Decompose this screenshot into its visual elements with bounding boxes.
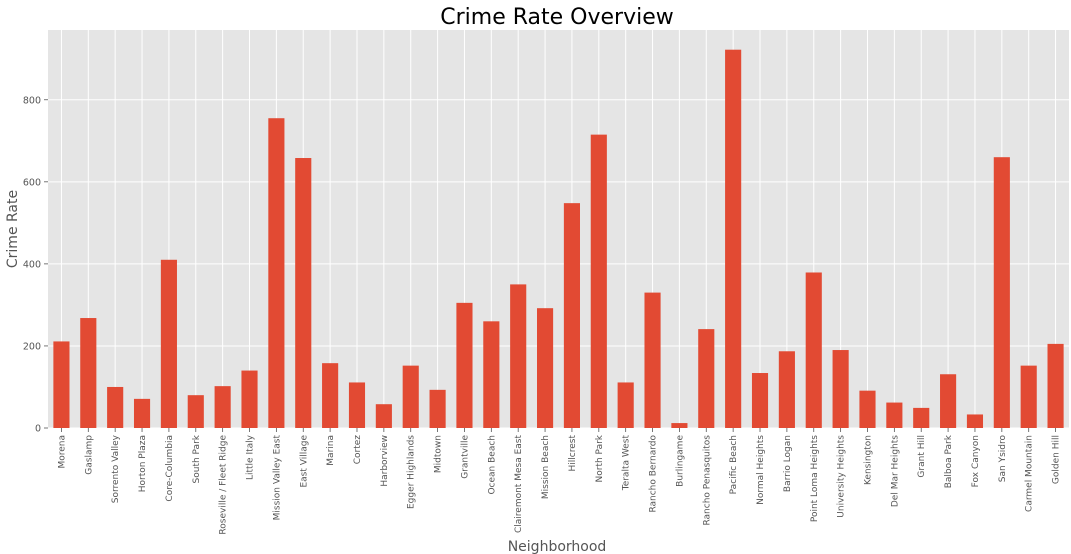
- x-tick-label: Cortez: [353, 435, 363, 465]
- x-tick-label: Barrio Logan: [783, 435, 793, 492]
- bar: [590, 134, 607, 429]
- x-tick-label: Balboa Park: [944, 434, 954, 488]
- bar: [671, 423, 688, 428]
- y-tick-label: 200: [23, 341, 41, 352]
- bar: [778, 351, 795, 428]
- x-tick-label: Pacific Beach: [729, 435, 739, 494]
- y-tick-label: 600: [23, 177, 41, 188]
- bar: [805, 272, 822, 428]
- x-tick-label: South Park: [192, 434, 202, 483]
- x-tick-label: Mission Beach: [541, 435, 551, 499]
- x-tick-label: East Village: [299, 435, 309, 488]
- x-tick-label: Sorrento Valley: [111, 434, 121, 503]
- bar: [940, 374, 957, 428]
- x-tick-label: Core-Columbia: [165, 435, 175, 502]
- x-tick-label: Marina: [326, 435, 336, 466]
- x-tick-label: Del Mar Heights: [890, 435, 900, 507]
- x-tick-label: Harborview: [380, 435, 390, 487]
- bar: [375, 404, 392, 428]
- x-tick-label: Grant Hill: [917, 435, 927, 478]
- bar: [832, 350, 849, 428]
- x-tick-label: North Park: [595, 434, 605, 482]
- y-ticks: 0 200 400 600 800: [23, 95, 48, 435]
- x-tick-label: Rancho Penasquitos: [702, 435, 712, 526]
- bar: [214, 386, 231, 428]
- x-tick-label: Teralta West: [622, 435, 632, 492]
- bar: [483, 321, 500, 428]
- bar: [268, 118, 285, 428]
- bar: [80, 318, 97, 428]
- x-tick-label: Morena: [57, 435, 67, 469]
- x-tick-label: Midtown: [434, 435, 444, 473]
- y-tick-label: 800: [23, 95, 41, 106]
- bar: [725, 49, 742, 428]
- plot-area: [48, 30, 1069, 428]
- bar: [53, 341, 70, 428]
- bar: [751, 373, 769, 428]
- x-tick-label: Roseville / Fleet Ridge: [219, 435, 229, 535]
- x-axis-label: Neighborhood: [508, 539, 607, 554]
- bar: [859, 390, 876, 428]
- bar: [886, 402, 903, 428]
- bar: [187, 395, 204, 428]
- bars: [53, 49, 1064, 429]
- bar: [913, 407, 930, 428]
- y-tick-label: 0: [35, 424, 41, 435]
- x-tick-label: Burlingame: [675, 435, 685, 487]
- x-tick-label: Hillcrest: [568, 435, 578, 472]
- x-tick-label: Clairemont Mesa East: [514, 435, 524, 533]
- x-tick-label: San Ysidro: [998, 435, 1008, 483]
- x-tick-label: Horton Plaza: [138, 435, 148, 492]
- y-tick-label: 400: [23, 259, 41, 270]
- x-tick-label: Point Loma Heights: [810, 435, 820, 522]
- bar: [1020, 365, 1037, 428]
- bar: [1047, 343, 1064, 428]
- x-tick-label: Carmel Mountain: [1025, 435, 1035, 512]
- x-tick-label: Rancho Bernardo: [649, 435, 659, 513]
- x-ticks: Morena Gaslamp Sorrento Valley Horton Plaza…: [57, 428, 1062, 535]
- bar: [966, 414, 984, 428]
- bar: [402, 365, 419, 428]
- x-tick-label: Fox Canyon: [971, 435, 981, 487]
- bar: [510, 284, 527, 428]
- x-tick-label: University Heights: [837, 435, 847, 518]
- bar: [456, 302, 473, 428]
- x-tick-label: Golden Hill: [1052, 435, 1062, 484]
- bar: [993, 157, 1010, 429]
- x-tick-label: Grantville: [460, 435, 470, 479]
- x-tick-label: Mission Valley East: [272, 435, 282, 521]
- bar: [107, 386, 124, 428]
- bar: [537, 308, 554, 428]
- bar: [429, 389, 446, 428]
- bar: [617, 382, 634, 428]
- x-tick-label: Normal Heights: [756, 435, 766, 505]
- bar: [322, 363, 339, 428]
- bar: [295, 158, 312, 429]
- bar: [644, 292, 661, 428]
- x-tick-label: Little Italy: [246, 434, 256, 480]
- bar: [160, 259, 177, 428]
- bar: [241, 370, 258, 428]
- y-axis-label: Crime Rate: [5, 190, 21, 268]
- x-tick-label: Ocean Beach: [487, 435, 497, 495]
- bar: [348, 382, 366, 428]
- bar: [698, 329, 715, 428]
- x-tick-label: Egger Highlands: [407, 435, 417, 509]
- bar: [133, 398, 151, 428]
- chart-title: Crime Rate Overview: [440, 5, 674, 30]
- x-tick-label: Kensington: [863, 435, 873, 485]
- bar: [563, 203, 580, 428]
- x-tick-label: Gaslamp: [84, 435, 94, 475]
